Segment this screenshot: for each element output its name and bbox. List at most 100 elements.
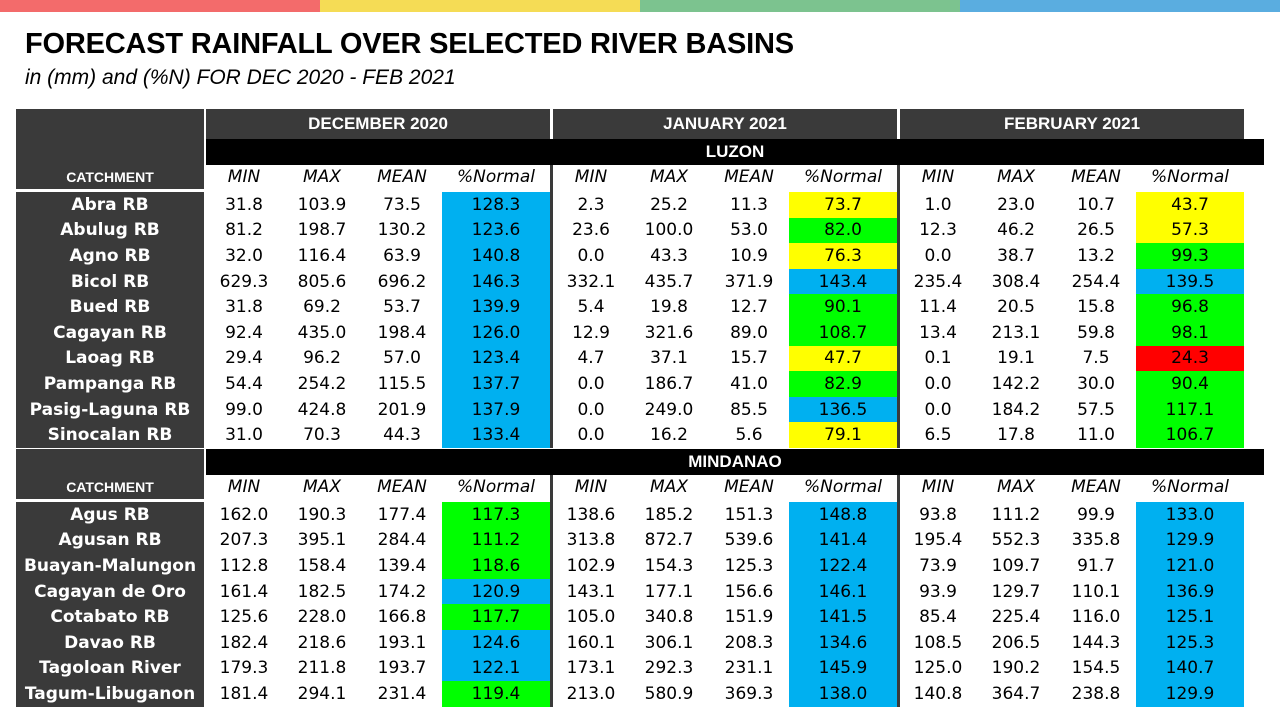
value-cell: 1.0 xyxy=(924,194,952,215)
value-cell: 190.2 xyxy=(991,658,1041,679)
value-cell: 207.3 xyxy=(219,530,269,551)
value-cell: 335.8 xyxy=(1071,530,1121,551)
catchment-name: Laoag RB xyxy=(65,348,155,369)
value-cell: 111.2 xyxy=(991,504,1041,525)
value-cell: 332.1 xyxy=(566,271,616,292)
page-subtitle: in (mm) and (%N) FOR DEC 2020 - FEB 2021 xyxy=(25,66,456,89)
pct-normal-cell: 148.8 xyxy=(789,502,897,528)
value-cell: 43.3 xyxy=(650,245,688,266)
value-cell: 143.1 xyxy=(566,581,616,602)
value-cell: 211.8 xyxy=(297,658,347,679)
pct-normal-cell: 146.3 xyxy=(442,268,550,295)
value-cell: 105.0 xyxy=(566,607,616,628)
column-header-max: MAX xyxy=(997,477,1035,497)
value-cell: 174.2 xyxy=(377,581,427,602)
pct-normal-cell: 123.6 xyxy=(442,217,550,244)
top-bar-segment-blue xyxy=(960,0,1280,12)
catchment-name: Cagayan de Oro xyxy=(34,581,186,602)
catchment-name: Davao RB xyxy=(64,632,156,653)
pct-normal-cell: 124.6 xyxy=(442,630,550,656)
pct-normal-cell: 138.0 xyxy=(789,681,897,707)
value-cell: 63.9 xyxy=(383,245,421,266)
column-header-pct-normal: %Normal xyxy=(1151,167,1229,187)
pct-normal-cell: 79.1 xyxy=(789,422,897,448)
value-cell: 156.6 xyxy=(724,581,774,602)
catchment-column-header: CATCHMENT xyxy=(66,169,154,185)
month-header-gap xyxy=(550,109,553,139)
month-separator xyxy=(550,165,553,448)
pct-normal-cell: 143.4 xyxy=(789,268,897,295)
value-cell: 19.1 xyxy=(997,348,1035,369)
value-cell: 13.2 xyxy=(1077,245,1115,266)
value-cell: 12.7 xyxy=(730,297,768,318)
pct-normal-cell: 90.4 xyxy=(1136,371,1244,397)
value-cell: 284.4 xyxy=(377,530,427,551)
value-cell: 238.8 xyxy=(1071,683,1121,704)
pct-normal-cell: 24.3 xyxy=(1136,345,1244,372)
value-cell: 10.7 xyxy=(1077,194,1115,215)
value-cell: 46.2 xyxy=(997,220,1035,241)
catchment-name: Pampanga RB xyxy=(43,373,177,394)
pct-normal-cell: 117.1 xyxy=(1136,396,1244,423)
value-cell: 26.5 xyxy=(1077,220,1115,241)
value-cell: 206.5 xyxy=(991,632,1041,653)
pct-normal-cell: 120.9 xyxy=(442,578,550,605)
value-cell: 151.3 xyxy=(724,504,774,525)
value-cell: 552.3 xyxy=(991,530,1041,551)
value-cell: 235.4 xyxy=(913,271,963,292)
value-cell: 181.4 xyxy=(219,683,269,704)
column-header-pct-normal: %Normal xyxy=(457,477,535,497)
pct-normal-cell: 108.7 xyxy=(789,320,897,346)
catchment-name: Agno RB xyxy=(69,245,151,266)
value-cell: 96.2 xyxy=(303,348,341,369)
column-header-max: MAX xyxy=(303,167,341,187)
value-cell: 25.2 xyxy=(650,194,688,215)
value-cell: 16.2 xyxy=(650,425,688,446)
top-bar-segment-green xyxy=(640,0,960,12)
value-cell: 177.1 xyxy=(644,581,694,602)
catchment-column-header: CATCHMENT xyxy=(66,479,154,495)
pct-normal-cell: 82.9 xyxy=(789,371,897,397)
pct-normal-cell: 98.1 xyxy=(1136,320,1244,346)
pct-normal-cell: 121.0 xyxy=(1136,553,1244,579)
value-cell: 30.0 xyxy=(1077,373,1115,394)
month-header-1: DECEMBER 2020 xyxy=(206,109,550,139)
value-cell: 0.1 xyxy=(924,348,952,369)
value-cell: 162.0 xyxy=(219,504,269,525)
top-bar-segment-yellow xyxy=(320,0,640,12)
value-cell: 184.2 xyxy=(991,399,1041,420)
value-cell: 173.1 xyxy=(566,658,616,679)
pct-normal-cell: 128.3 xyxy=(442,192,550,218)
value-cell: 292.3 xyxy=(644,658,694,679)
pct-normal-cell: 145.9 xyxy=(789,655,897,682)
value-cell: 92.4 xyxy=(225,322,263,343)
column-header-mean: MEAN xyxy=(1071,167,1121,187)
value-cell: 696.2 xyxy=(377,271,427,292)
value-cell: 340.8 xyxy=(644,607,694,628)
value-cell: 201.9 xyxy=(377,399,427,420)
value-cell: 435.7 xyxy=(644,271,694,292)
pct-normal-cell: 117.7 xyxy=(442,604,550,630)
value-cell: 125.6 xyxy=(219,607,269,628)
column-header-mean: MEAN xyxy=(724,167,774,187)
value-cell: 129.7 xyxy=(991,581,1041,602)
value-cell: 102.9 xyxy=(566,555,616,576)
value-cell: 424.8 xyxy=(297,399,347,420)
column-header-min: MIN xyxy=(227,167,261,187)
value-cell: 160.1 xyxy=(566,632,616,653)
value-cell: 195.4 xyxy=(913,530,963,551)
value-cell: 23.0 xyxy=(997,194,1035,215)
value-cell: 29.4 xyxy=(225,348,263,369)
value-cell: 53.7 xyxy=(383,297,421,318)
pct-normal-cell: 57.3 xyxy=(1136,217,1244,244)
region-header-mindanao: MINDANAO xyxy=(206,449,1264,475)
catchment-names-bg xyxy=(16,502,204,707)
pct-normal-cell: 139.5 xyxy=(1136,268,1244,295)
value-cell: 0.0 xyxy=(577,373,605,394)
value-cell: 182.5 xyxy=(297,581,347,602)
pct-normal-cell: 47.7 xyxy=(789,345,897,372)
value-cell: 166.8 xyxy=(377,607,427,628)
value-cell: 213.1 xyxy=(991,322,1041,343)
catchment-name: Abulug RB xyxy=(60,220,160,241)
value-cell: 44.3 xyxy=(383,425,421,446)
